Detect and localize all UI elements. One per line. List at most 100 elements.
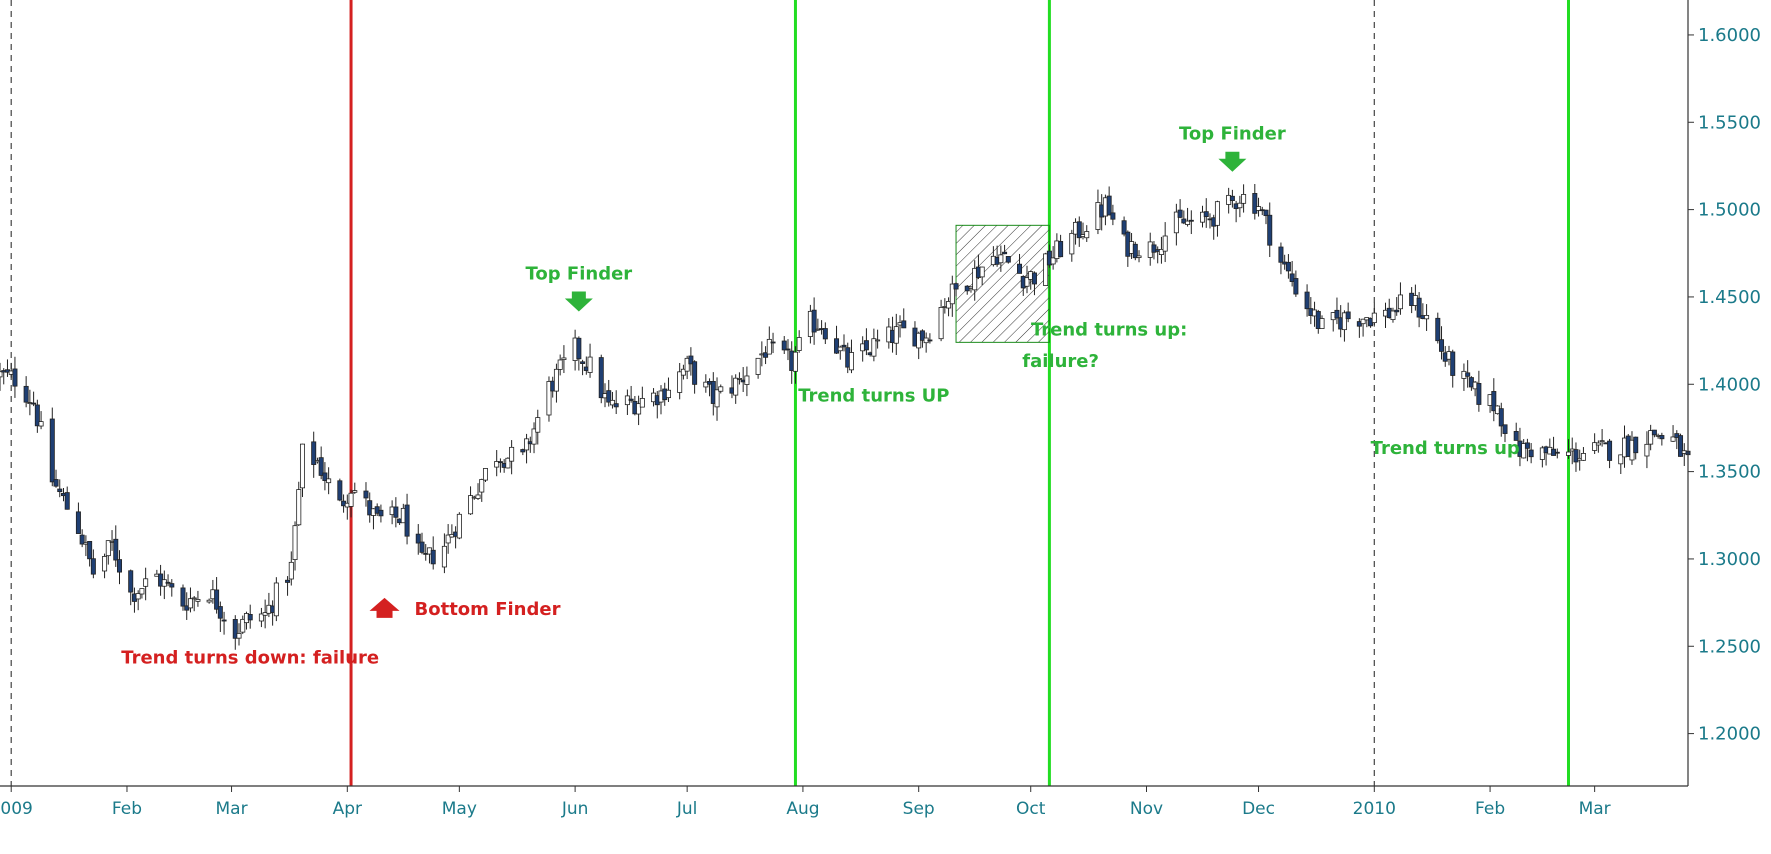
candle-body-9 <box>38 421 44 427</box>
candle-body-305 <box>1592 442 1598 451</box>
annotation-label: Trend turns up: <box>1031 319 1187 340</box>
candle-body-151 <box>785 348 791 351</box>
candle-body-63 <box>322 472 328 481</box>
candle-body-168 <box>871 338 877 357</box>
candle-body-162 <box>841 344 847 348</box>
y-tick-label: 1.2000 <box>1698 724 1761 745</box>
candle-body-131 <box>680 368 686 376</box>
candle-body-184 <box>953 283 959 290</box>
candle-body-55 <box>285 579 291 583</box>
candle-body-156 <box>811 309 817 333</box>
axes: 1.2000 1.2500 1.3000 1.3500 1.4000 1.4500 1.50… <box>0 0 1761 819</box>
x-tick-label: Nov <box>1130 799 1163 819</box>
candle-body-115 <box>598 357 604 399</box>
x-tick-label: May <box>442 799 477 819</box>
candle-body-314 <box>1633 436 1639 454</box>
candle-body-205 <box>1069 232 1075 255</box>
candle-body-261 <box>1360 318 1366 325</box>
candle-body-89 <box>456 513 462 539</box>
candle-body-64 <box>326 478 332 484</box>
candle-body-42 <box>214 589 220 610</box>
x-tick-label: Mar <box>1579 799 1611 819</box>
up-arrow-icon <box>369 597 400 618</box>
candle-body-195 <box>1017 263 1023 274</box>
annotation-label: Bottom Finder <box>415 599 561 620</box>
candle-body-228 <box>1185 220 1191 225</box>
candle-body-236 <box>1229 195 1235 201</box>
annotations: Top Finder Bottom Finder Trend turns down:… <box>121 124 1520 669</box>
candle-body-5 <box>23 385 29 403</box>
annotation-label: Trend turns down: failure <box>121 648 379 669</box>
candle-body-221 <box>1151 244 1157 253</box>
candle-body-290 <box>1513 431 1519 441</box>
candle-body-159 <box>822 328 828 340</box>
candle-body-69 <box>352 490 358 493</box>
y-tick-label: 1.6000 <box>1698 25 1761 46</box>
candle-body-247 <box>1285 261 1291 272</box>
candle-body-281 <box>1465 372 1471 377</box>
candle-body-108 <box>557 359 563 370</box>
candle-body-117 <box>606 390 612 403</box>
candle-body-8 <box>34 404 40 427</box>
candle-body-47 <box>240 618 246 633</box>
down-arrow-icon <box>1218 151 1247 172</box>
candle-body-234 <box>1214 201 1220 226</box>
x-tick-label: Dec <box>1242 799 1275 819</box>
candle-body-7 <box>31 402 37 405</box>
candle-body-71 <box>367 500 373 516</box>
candle-body-18 <box>87 540 93 560</box>
candle-body-292 <box>1521 443 1527 459</box>
candle-body-129 <box>665 389 671 399</box>
candle-body-267 <box>1390 310 1396 320</box>
candle-body-92 <box>475 494 481 499</box>
x-tick-label: Feb <box>1475 799 1505 819</box>
candle-body-229 <box>1188 219 1194 222</box>
candle-body-274 <box>1424 314 1430 320</box>
candle-body-130 <box>677 371 683 393</box>
candle-body-49 <box>247 614 253 621</box>
candle-body-105 <box>546 381 552 416</box>
candle-body-213 <box>1106 195 1112 216</box>
candle-body-289 <box>1502 424 1508 434</box>
candle-body-60 <box>311 441 317 465</box>
candle-body-204 <box>1058 241 1064 258</box>
candle-body-215 <box>1121 220 1127 235</box>
candle-body-4 <box>12 368 18 387</box>
candle-body-46 <box>236 633 242 639</box>
candles <box>0 184 1691 650</box>
candle-body-139 <box>718 386 724 392</box>
candle-body-275 <box>1435 317 1441 342</box>
candle-body-306 <box>1595 442 1601 446</box>
candle-body-144 <box>744 375 750 385</box>
candle-body-56 <box>288 561 294 580</box>
candle-body-118 <box>609 399 615 406</box>
annotation-label: Trend turns up <box>1371 438 1520 459</box>
candle-body-10 <box>49 418 55 483</box>
candle-body-133 <box>688 355 694 365</box>
y-tick-label: 1.4000 <box>1698 374 1761 395</box>
candle-body-238 <box>1237 202 1243 209</box>
candle-body-259 <box>1345 311 1351 320</box>
y-tick-label: 1.5500 <box>1698 112 1761 133</box>
candle-body-187 <box>972 267 978 291</box>
candle-body-35 <box>180 587 186 607</box>
candle-body-141 <box>733 377 739 396</box>
candle-body-200 <box>1043 253 1049 286</box>
candle-body-241 <box>1256 206 1262 211</box>
candle-body-294 <box>1528 449 1534 458</box>
candle-body-160 <box>834 338 840 354</box>
x-tick-label: Oct <box>1016 799 1046 819</box>
candle-body-240 <box>1252 193 1258 214</box>
candle-body-202 <box>1050 257 1056 265</box>
annotation-label: Trend turns UP <box>798 386 949 407</box>
candle-body-183 <box>949 283 955 305</box>
x-tick-label: 2009 <box>0 799 33 819</box>
candle-body-109 <box>561 357 567 360</box>
candle-body-90 <box>468 495 474 515</box>
candle-body-310 <box>1618 454 1624 465</box>
candle-body-209 <box>1084 231 1090 239</box>
candle-body-12 <box>57 488 63 493</box>
candle-body-218 <box>1132 243 1138 259</box>
x-tick-label: 2010 <box>1353 799 1396 819</box>
candle-body-309 <box>1607 440 1613 461</box>
